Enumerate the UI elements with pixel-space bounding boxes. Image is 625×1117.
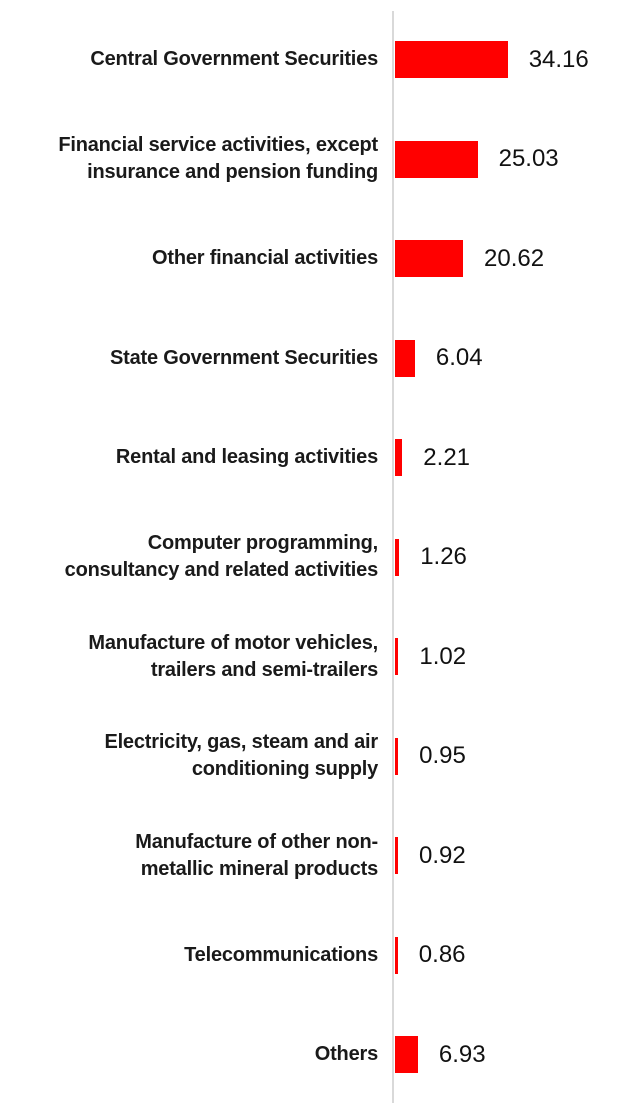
bar-row: Electricity, gas, steam and air conditio… <box>0 707 625 807</box>
bar-rows: Central Government Securities 34.16 Fina… <box>0 10 625 1105</box>
bar-row: Financial service activities, except ins… <box>0 110 625 210</box>
bar-row: Manufacture of motor vehicles, trailers … <box>0 607 625 707</box>
category-label: Central Government Securities <box>90 48 378 71</box>
bar <box>395 936 398 974</box>
bar <box>395 1036 418 1074</box>
category-label: Manufacture of motor vehicles, trailers … <box>88 631 378 681</box>
bar-row: State Government Securities 6.04 <box>0 309 625 409</box>
bar-row: Computer programming, consultancy and re… <box>0 508 625 608</box>
bar <box>395 339 415 377</box>
bar <box>395 41 508 79</box>
bar-row: Rental and leasing activities 2.21 <box>0 408 625 508</box>
value-label: 6.04 <box>435 344 483 372</box>
bar <box>395 737 399 775</box>
value-label: 1.02 <box>419 642 467 670</box>
bar-row: Other financial activities 20.62 <box>0 209 625 309</box>
bar-row: Telecommunications 0.86 <box>0 906 625 1006</box>
value-label: 2.21 <box>423 443 471 471</box>
value-label: 6.93 <box>438 1040 486 1068</box>
bar <box>395 638 399 676</box>
category-label: Manufacture of other non- metallic miner… <box>135 830 378 880</box>
category-label: Rental and leasing activities <box>115 446 378 469</box>
bar <box>395 538 400 576</box>
category-label: Financial service activities, except ins… <box>58 134 378 184</box>
bar <box>395 140 478 178</box>
category-label: Telecommunications <box>184 943 378 966</box>
category-label: Other financial activities <box>152 247 378 270</box>
category-label: Electricity, gas, steam and air conditio… <box>104 731 378 781</box>
bar-row: Manufacture of other non- metallic miner… <box>0 806 625 906</box>
value-label: 25.03 <box>498 145 559 173</box>
bar <box>395 439 403 477</box>
value-label: 0.92 <box>419 841 466 869</box>
value-label: 34.16 <box>528 45 589 73</box>
category-label: State Government Securities <box>109 346 378 369</box>
category-label: Others <box>314 1043 378 1066</box>
bar <box>395 837 398 875</box>
value-label: 0.86 <box>418 941 466 969</box>
bar <box>395 240 463 278</box>
category-label: Computer programming, consultancy and re… <box>64 532 379 582</box>
bar-row: Others 6.93 <box>0 1005 625 1105</box>
bar-row: Central Government Securities 34.16 <box>0 10 625 110</box>
value-label: 1.26 <box>420 543 467 571</box>
y-axis-line <box>392 11 394 1103</box>
value-label: 0.95 <box>419 742 466 770</box>
value-label: 20.62 <box>484 244 545 272</box>
